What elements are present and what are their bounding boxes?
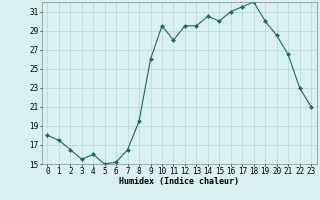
X-axis label: Humidex (Indice chaleur): Humidex (Indice chaleur) bbox=[119, 177, 239, 186]
